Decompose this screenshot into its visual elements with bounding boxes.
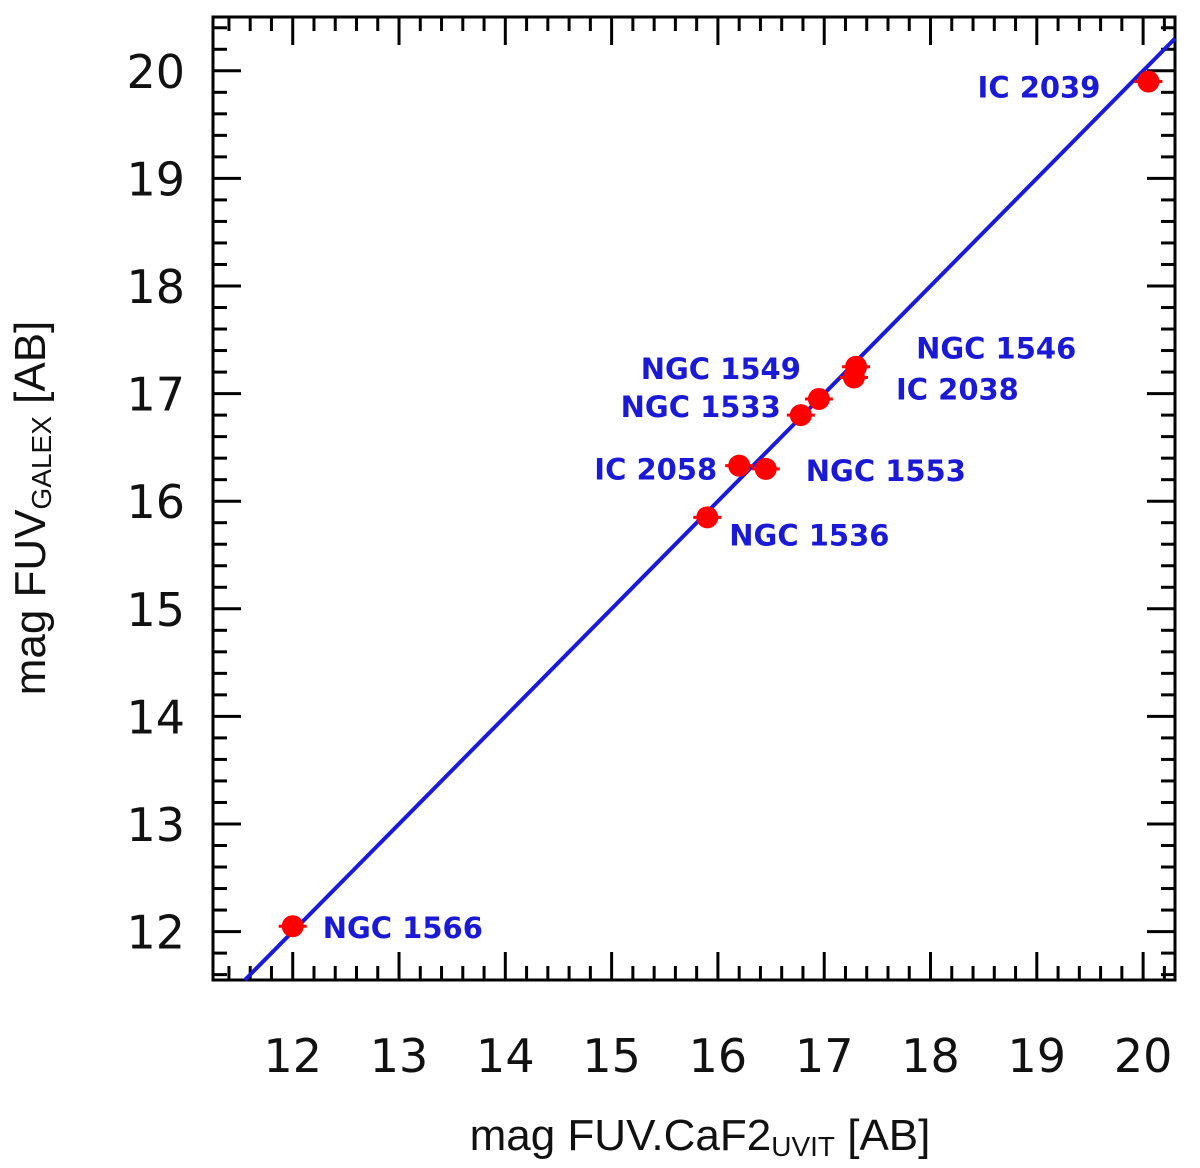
- point-label: NGC 1536: [729, 518, 889, 552]
- point-label: IC 2058: [594, 453, 717, 487]
- y-tick-label: 18: [126, 260, 185, 314]
- data-points: [278, 70, 1163, 938]
- y-tick-label: 14: [126, 690, 185, 744]
- y-tick-label: 13: [126, 798, 185, 852]
- x-tick-label: 20: [1114, 1029, 1173, 1083]
- y-tick-label: 17: [126, 368, 185, 422]
- point-label: IC 2038: [896, 372, 1019, 406]
- x-tick-label: 16: [689, 1029, 748, 1083]
- point-label: NGC 1533: [621, 390, 781, 424]
- x-tick-label: 12: [263, 1029, 322, 1083]
- y-tick-label: 16: [126, 475, 185, 529]
- x-axis-label: mag FUV.CaF2UVIT [AB]: [470, 1111, 931, 1162]
- x-tick-label: 17: [795, 1029, 854, 1083]
- y-tick-label: 19: [126, 152, 185, 206]
- x-tick-label: 18: [901, 1029, 960, 1083]
- plot-frame: [211, 15, 1177, 982]
- x-tick-label: 14: [476, 1029, 535, 1083]
- x-tick-label: 13: [370, 1029, 429, 1083]
- point-label: NGC 1566: [323, 911, 483, 945]
- axis-ticks: [213, 17, 1175, 980]
- x-tick-label: 19: [1008, 1029, 1067, 1083]
- point-label: NGC 1546: [916, 332, 1076, 366]
- tick-labels: 12 13 14 15 16 17 18 19 20 12 13 14 15 16 17 18 19 20: [126, 45, 1172, 1083]
- point-label: IC 2039: [978, 71, 1101, 105]
- point-label: NGC 1549: [641, 352, 801, 386]
- point-label: NGC 1553: [806, 454, 966, 488]
- y-tick-label: 12: [126, 906, 185, 960]
- point-labels: NGC 1566 NGC 1536 IC 2058 NGC 1553 NGC 1533 N…: [323, 71, 1101, 946]
- y-tick-label: 20: [126, 45, 185, 99]
- y-axis-label: mag FUVGALEX [AB]: [6, 321, 57, 696]
- y-tick-label: 15: [126, 583, 185, 637]
- x-tick-label: 15: [582, 1029, 641, 1083]
